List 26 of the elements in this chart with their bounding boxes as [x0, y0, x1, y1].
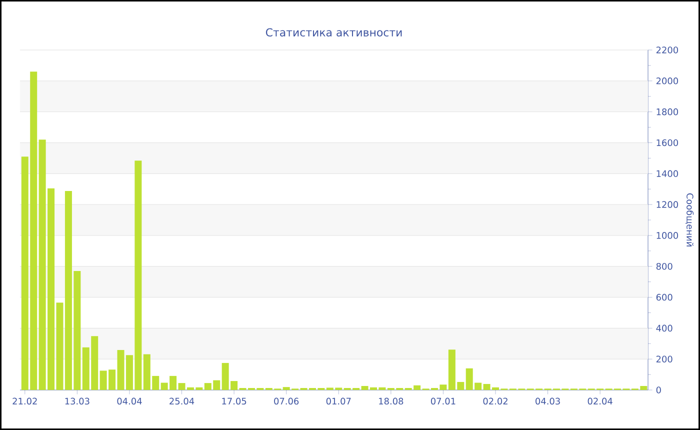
y-tick-label: 2200 — [656, 46, 678, 54]
x-tick-label: 02.02 — [483, 398, 508, 405]
x-tick-label: 04.04 — [117, 398, 142, 405]
y-tick-label: 1800 — [656, 108, 678, 116]
x-tick-label: 13.03 — [65, 398, 90, 405]
x-tick-label: 07.06 — [274, 398, 299, 405]
x-tick-label: 21.02 — [12, 398, 37, 405]
y-tick-label: 2000 — [656, 78, 678, 84]
x-tick-label: 17.05 — [222, 398, 246, 405]
y-tick-label: 1400 — [656, 170, 678, 178]
x-tick-label: 01.07 — [326, 398, 351, 405]
y-tick-label: 1600 — [656, 139, 678, 146]
x-tick-label: 25.04 — [170, 398, 194, 405]
y-tick-label: 800 — [656, 262, 672, 270]
x-tick-label: 07.01 — [430, 398, 456, 405]
y-axis-title: Сообщений — [685, 193, 694, 246]
y-tick-label: 600 — [656, 294, 672, 301]
x-tick-label: 04.03 — [536, 398, 560, 405]
y-tick-label: 400 — [656, 324, 672, 332]
x-tick-label: 18.08 — [379, 398, 404, 405]
chart-title: Статистика активности — [266, 28, 402, 36]
y-tick-label: 1000 — [656, 232, 678, 239]
y-tick-label: 200 — [656, 356, 672, 362]
y-tick-label: 1200 — [656, 201, 678, 208]
x-tick-label: 02.04 — [588, 398, 612, 405]
y-tick-label: 0 — [656, 386, 661, 394]
